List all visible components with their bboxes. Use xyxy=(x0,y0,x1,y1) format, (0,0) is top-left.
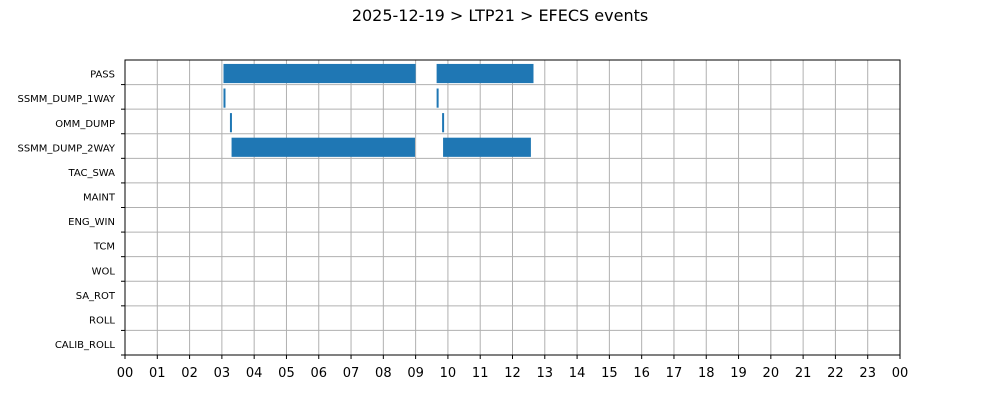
x-tick-label: 00 xyxy=(892,366,909,381)
y-tick-label: CALIB_ROLL xyxy=(55,340,116,351)
event-bar-omm-dump xyxy=(442,113,445,133)
x-tick-label: 14 xyxy=(569,366,586,381)
x-tick-label: 07 xyxy=(343,366,360,381)
x-tick-label: 10 xyxy=(440,366,457,381)
x-tick-label: 04 xyxy=(246,366,263,381)
x-tick-label: 06 xyxy=(310,366,327,381)
x-tick-label: 21 xyxy=(795,366,812,381)
event-bar-ssmm-dump-1way xyxy=(223,88,226,108)
grid-layer xyxy=(124,60,901,355)
x-tick-label: 12 xyxy=(504,366,521,381)
y-tick-label: ENG_WIN xyxy=(68,217,115,228)
x-tick-label: 17 xyxy=(666,366,683,381)
x-tick-label: 16 xyxy=(633,366,650,381)
y-axis: PASS SSMM_DUMP_1WAY OMM_DUMP SSMM_DUMP_2WAY… xyxy=(17,70,125,356)
x-tick-label: 08 xyxy=(375,366,392,381)
y-tick-label: OMM_DUMP xyxy=(55,119,115,130)
x-tick-label: 03 xyxy=(214,366,231,381)
x-tick-label: 22 xyxy=(827,366,844,381)
event-bars xyxy=(223,63,534,157)
y-tick-label: MAINT xyxy=(83,193,116,204)
event-bar-ssmm-dump-2way xyxy=(443,137,531,157)
event-bar-ssmm-dump-1way xyxy=(436,88,439,108)
y-tick-label: SSMM_DUMP_2WAY xyxy=(17,143,115,154)
x-tick-label: 15 xyxy=(601,366,618,381)
event-bar-pass xyxy=(436,63,534,84)
event-bar-omm-dump xyxy=(229,113,232,133)
x-axis: 00 01 02 03 04 05 06 07 08 09 10 11 12 13 14 15 16 17 18 19… xyxy=(117,355,909,381)
y-tick-label: TAC_SWA xyxy=(67,168,115,179)
chart-title: 2025-12-19 > LTP21 > EFECS events xyxy=(351,6,649,25)
event-bar-pass xyxy=(223,63,416,84)
x-tick-label: 18 xyxy=(698,366,715,381)
event-bar-ssmm-dump-2way xyxy=(231,137,415,157)
x-tick-label: 00 xyxy=(117,366,134,381)
x-tick-label: 05 xyxy=(278,366,295,381)
y-tick-label: WOL xyxy=(92,266,116,277)
x-tick-label: 19 xyxy=(730,366,747,381)
y-tick-label: ROLL xyxy=(89,315,115,326)
x-tick-label: 13 xyxy=(537,366,554,381)
x-tick-label: 20 xyxy=(763,366,780,381)
x-tick-label: 01 xyxy=(149,366,166,381)
y-tick-label: PASS xyxy=(90,70,115,81)
x-tick-label: 11 xyxy=(472,366,489,381)
x-tick-label: 02 xyxy=(181,366,198,381)
x-tick-label: 23 xyxy=(859,366,876,381)
y-tick-label: SSMM_DUMP_1WAY xyxy=(17,94,115,105)
x-tick-label: 09 xyxy=(407,366,424,381)
y-tick-label: SA_ROT xyxy=(76,291,116,302)
y-tick-label: TCM xyxy=(93,242,115,253)
